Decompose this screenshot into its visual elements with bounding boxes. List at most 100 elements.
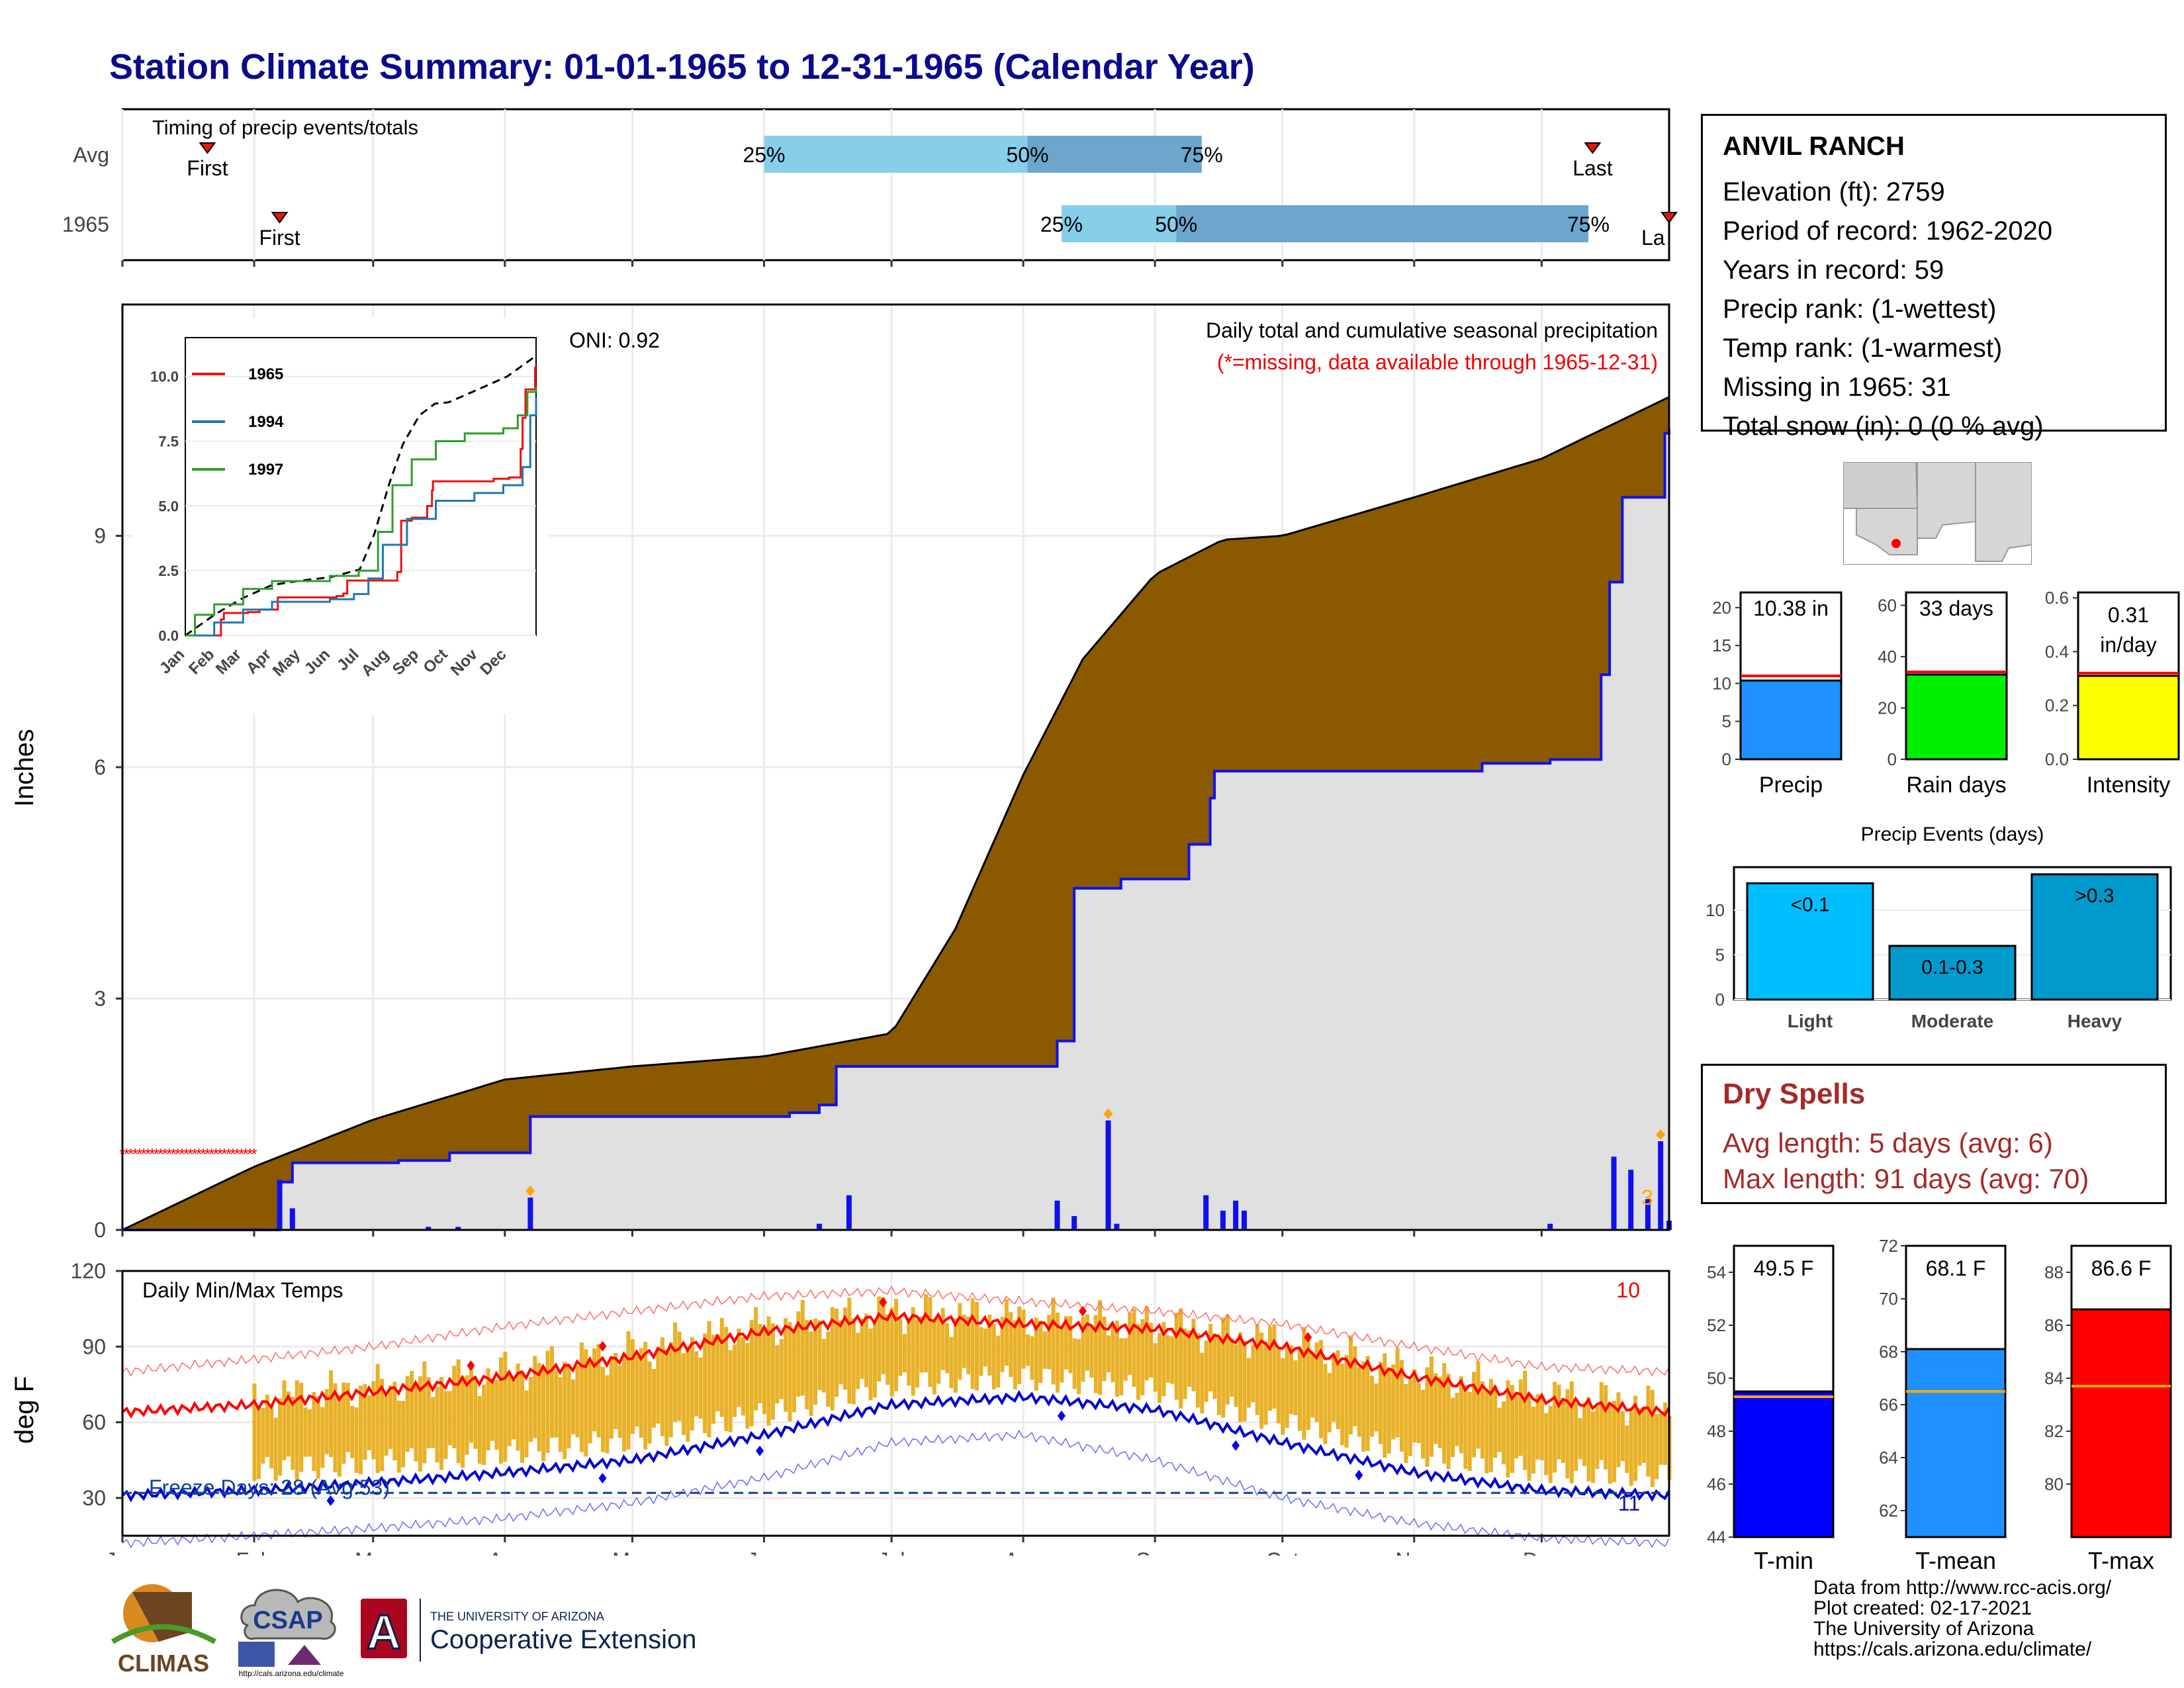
- daily-temp-range-bar: [821, 1338, 826, 1393]
- daily-temp-range-bar: [962, 1315, 966, 1368]
- daily-temp-range-bar: [741, 1337, 745, 1416]
- mini-bar-value-label: 10.38 in: [1753, 596, 1829, 620]
- daily-temp-range-bar: [1488, 1379, 1493, 1472]
- missing-day-marker: *: [124, 1146, 130, 1164]
- precip-y-tick: 0: [94, 1218, 106, 1242]
- daily-temp-range-bar: [847, 1297, 852, 1404]
- temp-bar-tick: 62: [1879, 1501, 1898, 1521]
- daily-temp-range-bar: [1574, 1403, 1578, 1471]
- daily-temp-range-bar: [354, 1407, 359, 1474]
- daily-temp-range-bar: [1281, 1358, 1285, 1435]
- record-min-line: [122, 1429, 1670, 1549]
- daily-temp-range-bar: [1081, 1316, 1085, 1382]
- daily-temp-range-bar: [291, 1397, 295, 1470]
- missing-day-marker: *: [226, 1146, 232, 1164]
- timing-bar-50-75: [1027, 136, 1202, 173]
- logo-climas: CLIMAS: [111, 1584, 216, 1677]
- daily-temp-range-bar: [473, 1376, 478, 1449]
- mini-bar-category: Intensity: [2087, 773, 2171, 798]
- daily-temp-range-bar: [269, 1405, 274, 1469]
- daily-temp-range-bar: [1225, 1314, 1230, 1405]
- record-low-marker-icon: [326, 1495, 335, 1506]
- mini-bar-tick: 15: [1712, 635, 1731, 655]
- mini-bar-tick: 0: [1722, 749, 1731, 769]
- missing-day-marker: *: [187, 1146, 193, 1164]
- record-high-count: 10: [1616, 1278, 1640, 1302]
- daily-temp-range-bar: [1446, 1374, 1451, 1470]
- avg-min-line: [121, 1389, 1670, 1503]
- daily-temp-range-bar: [923, 1293, 928, 1373]
- page-title: Station Climate Summary: 01-01-1965 to 1…: [109, 47, 1255, 87]
- credit-plot-created: Plot created: 02-17-2021: [1813, 1597, 2032, 1619]
- mini-bar-tick: 10: [1712, 673, 1731, 693]
- daily-temp-range-bar: [911, 1307, 915, 1396]
- daily-temp-range-bar: [414, 1384, 418, 1462]
- daily-temp-range-bar: [1234, 1344, 1238, 1407]
- daily-precip-bar: [846, 1195, 852, 1230]
- daily-temp-range-bar: [1123, 1338, 1128, 1381]
- mini-bar-tick: 40: [1878, 647, 1897, 667]
- station-info-box: ANVIL RANCH Elevation (ft): 2759 Period …: [1701, 114, 2167, 441]
- temp-bar-tick: 46: [1707, 1474, 1726, 1494]
- daily-temp-range-bar: [1230, 1338, 1234, 1397]
- daily-temp-range-bar: [1306, 1336, 1310, 1430]
- daily-temp-range-bar: [1480, 1381, 1485, 1459]
- daily-temp-range-bar: [1098, 1299, 1103, 1395]
- daily-precip-bar: [527, 1197, 533, 1230]
- daily-temp-range-bar: [447, 1391, 452, 1446]
- daily-temp-range-bar: [1064, 1316, 1068, 1370]
- daily-temp-range-bar: [737, 1329, 741, 1407]
- max-count-label: 3: [1641, 1186, 1653, 1209]
- daily-temp-range-bar: [1327, 1373, 1332, 1432]
- missing-day-marker: *: [200, 1146, 206, 1164]
- month-label: Jun: [747, 1548, 782, 1556]
- daily-temp-range-bar: [894, 1299, 898, 1391]
- daily-temp-range-bar: [626, 1331, 631, 1450]
- events-category: Heavy: [2068, 1011, 2122, 1031]
- daily-precip-bar: [1071, 1216, 1077, 1230]
- daily-temp-range-bar: [745, 1342, 750, 1429]
- daily-temp-range-bar: [919, 1316, 924, 1373]
- daily-temp-range-bar: [749, 1320, 754, 1427]
- daily-temp-range-bar: [1578, 1418, 1582, 1460]
- daily-precip-bar: [1114, 1223, 1120, 1230]
- station-precip-rank: Precip rank: (1-wettest): [1723, 295, 1997, 324]
- max-precip-marker-icon: [1656, 1129, 1666, 1141]
- daily-temp-range-bar: [647, 1361, 652, 1444]
- dry-max-length: Max length: 91 days (avg: 70): [1723, 1163, 2089, 1194]
- daily-temp-range-bar: [1144, 1306, 1149, 1381]
- daily-temp-range-bar: [1391, 1364, 1396, 1440]
- daily-temp-range-bar: [299, 1382, 304, 1472]
- daily-temp-range-bar: [528, 1377, 533, 1442]
- daily-temp-range-bar: [813, 1318, 818, 1405]
- daily-temp-range-bar: [316, 1396, 320, 1479]
- last-label: La: [1641, 226, 1665, 250]
- daily-temp-range-bar: [728, 1350, 733, 1432]
- daily-temp-range-bar: [1357, 1367, 1361, 1437]
- daily-precip-bar: [1054, 1200, 1060, 1230]
- mini-bar-tick: 60: [1878, 595, 1897, 615]
- daily-temp-range-bar: [443, 1391, 448, 1460]
- inset-series-line: [185, 387, 537, 637]
- inset-legend-label: 1994: [248, 413, 284, 431]
- daily-temp-range-bar: [711, 1335, 715, 1424]
- daily-temp-range-bar: [1128, 1313, 1132, 1375]
- record-low-marker-icon: [598, 1473, 607, 1484]
- daily-temp-range-bar: [792, 1330, 796, 1413]
- daily-temp-range-bar: [1132, 1309, 1136, 1387]
- missing-day-marker: *: [234, 1146, 240, 1164]
- daily-temp-range-bar: [1179, 1308, 1183, 1409]
- mini-bar-category: Precip: [1759, 773, 1823, 798]
- daily-temp-range-bar: [805, 1319, 809, 1410]
- mini-bar-value-label: 33 days: [1919, 596, 1993, 620]
- credit-url: https://cals.arizona.edu/climate/: [1813, 1638, 2092, 1660]
- daily-temp-range-bar: [494, 1380, 499, 1450]
- daily-precip-bar: [816, 1223, 822, 1230]
- daily-precip-bar: [277, 1180, 283, 1230]
- station-location-marker: [1891, 539, 1901, 548]
- missing-day-marker: *: [128, 1146, 134, 1164]
- daily-temp-range-bar: [1553, 1382, 1557, 1473]
- daily-temp-range-bar: [953, 1318, 958, 1393]
- record-low-count: 11: [1618, 1491, 1640, 1515]
- events-y-tick: 0: [1715, 990, 1725, 1009]
